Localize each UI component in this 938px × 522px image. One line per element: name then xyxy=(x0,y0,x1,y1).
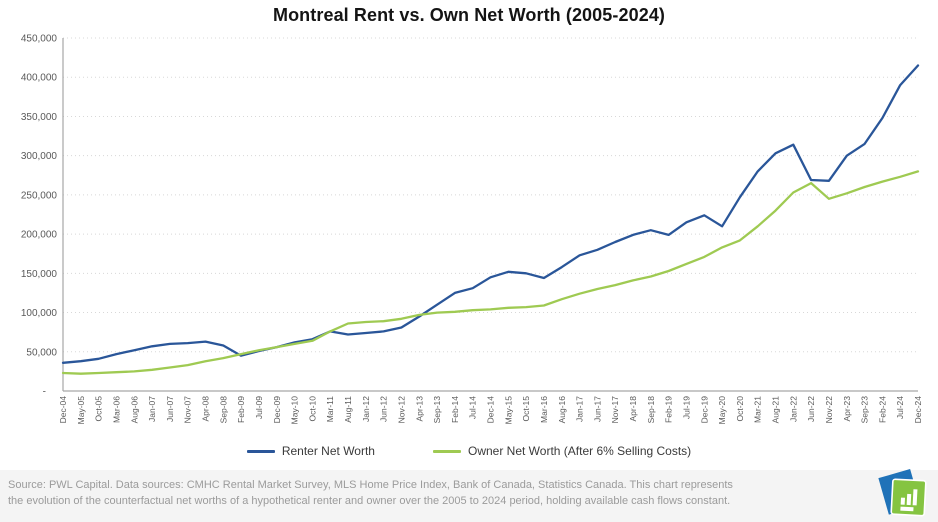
x-axis-tick-label: Sep-23 xyxy=(860,396,870,424)
x-axis-tick-label: Mar-06 xyxy=(111,396,121,423)
x-axis-tick-label: May-20 xyxy=(717,396,727,425)
pwl-capital-logo xyxy=(878,469,927,517)
x-axis-tick-label: May-15 xyxy=(503,396,513,425)
y-axis-tick-label: 200,000 xyxy=(21,230,58,241)
y-axis-tick-label: 100,000 xyxy=(21,308,58,319)
legend-label-renter: Renter Net Worth xyxy=(281,444,375,458)
logo-bar-chart-icon xyxy=(900,489,918,512)
x-axis-tick-label: Jul-09 xyxy=(254,396,264,419)
renter-net-worth-line xyxy=(61,64,920,364)
x-axis-tick-label: Dec-04 xyxy=(58,396,68,424)
x-axis-tick-label: Apr-08 xyxy=(201,396,211,422)
y-axis-tick-label: 350,000 xyxy=(21,112,58,123)
x-axis-tick-label: Mar-11 xyxy=(325,396,335,423)
x-axis-tick-label: Mar-21 xyxy=(753,396,763,423)
x-axis-tick-label: Dec-19 xyxy=(699,396,709,424)
x-axis-tick-label: Apr-13 xyxy=(414,396,424,422)
x-axis-tick-label: Jan-07 xyxy=(147,396,157,422)
x-axis-tick-label: Jul-19 xyxy=(681,396,691,419)
x-axis-tick-label: Sep-13 xyxy=(432,396,442,424)
y-axis-tick-label: 450,000 xyxy=(21,34,58,45)
x-axis-tick-label: Feb-19 xyxy=(664,396,674,423)
source-note: Source: PWL Capital. Data sources: CMHC … xyxy=(8,479,733,507)
x-axis-tick-label: Jan-17 xyxy=(575,396,585,422)
x-axis-tick-label: Jan-12 xyxy=(361,396,371,422)
legend-label-owner: Owner Net Worth (After 6% Selling Costs) xyxy=(467,444,692,458)
x-axis-tick-label: Nov-22 xyxy=(824,396,834,424)
x-axis-tick-label: Oct-05 xyxy=(94,396,104,422)
x-axis-tick-label: Feb-24 xyxy=(877,396,887,423)
y-axis-tick-label: 150,000 xyxy=(21,269,58,280)
x-axis-tick-label: Jul-24 xyxy=(895,396,905,419)
y-axis-tick-label: 50,000 xyxy=(26,347,57,358)
x-axis-tick-label: Nov-07 xyxy=(183,396,193,424)
x-axis-tick-label: Jul-14 xyxy=(468,396,478,419)
x-axis-tick-label: Mar-16 xyxy=(539,396,549,423)
renter-line-swatch xyxy=(246,449,275,453)
x-axis-tick-label: Sep-08 xyxy=(218,396,228,424)
x-axis-tick-label: Jun-17 xyxy=(592,396,602,422)
x-axis-tick-label: Dec-24 xyxy=(913,396,923,424)
x-axis-tick-label: May-10 xyxy=(290,396,300,425)
owner-net-worth-line xyxy=(61,170,920,375)
footer-bar: Source: PWL Capital. Data sources: CMHC … xyxy=(0,469,938,522)
legend-item-owner: Owner Net Worth (After 6% Selling Costs) xyxy=(432,444,692,458)
x-axis-tick-label: Apr-23 xyxy=(842,396,852,422)
owner-line-swatch xyxy=(432,449,461,453)
x-axis-tick-label: Feb-14 xyxy=(450,396,460,423)
legend-item-renter: Renter Net Worth xyxy=(246,444,375,458)
x-axis-tick-label: Aug-06 xyxy=(129,396,139,424)
y-axis-tick-label: 400,000 xyxy=(21,73,58,84)
chart-plot-area: - 50,000 100,000 150,000 200,000 250,000 300,0… xyxy=(21,34,923,425)
y-axis-tick-label: 250,000 xyxy=(21,190,58,201)
x-axis-tick-label: Oct-10 xyxy=(307,396,317,422)
x-axis-tick-label: Dec-14 xyxy=(486,396,496,424)
y-axis-tick-label: 300,000 xyxy=(21,151,58,162)
x-axis-tick-label: Apr-18 xyxy=(628,396,638,422)
x-axis-tick-label: Aug-16 xyxy=(557,396,567,424)
x-axis-tick-label: Jun-12 xyxy=(379,396,389,422)
x-axis-tick-label: Feb-09 xyxy=(236,396,246,423)
x-axis-tick-label: Aug-11 xyxy=(343,396,353,423)
x-axis-tick-label: Jan-22 xyxy=(788,396,798,422)
chart-legend: Renter Net Worth Owner Net Worth (After … xyxy=(0,444,938,458)
x-axis-tick-label: Sep-18 xyxy=(646,396,656,424)
x-axis-tick-label: Nov-12 xyxy=(396,396,406,424)
x-axis-tick-label: Jun-22 xyxy=(806,396,816,422)
x-axis-tick-label: Oct-15 xyxy=(521,396,531,422)
x-axis-tick-label: Dec-09 xyxy=(272,396,282,424)
x-axis-tick-label: Aug-21 xyxy=(771,396,781,424)
x-axis-tick-label: May-05 xyxy=(76,396,86,425)
x-axis-tick-label: Nov-17 xyxy=(610,396,620,424)
x-axis-tick-label: Oct-20 xyxy=(735,396,745,422)
chart-title: Montreal Rent vs. Own Net Worth (2005-20… xyxy=(272,5,666,25)
y-axis-tick-label: - xyxy=(43,387,46,398)
x-axis-tick-label: Jun-07 xyxy=(165,396,175,422)
